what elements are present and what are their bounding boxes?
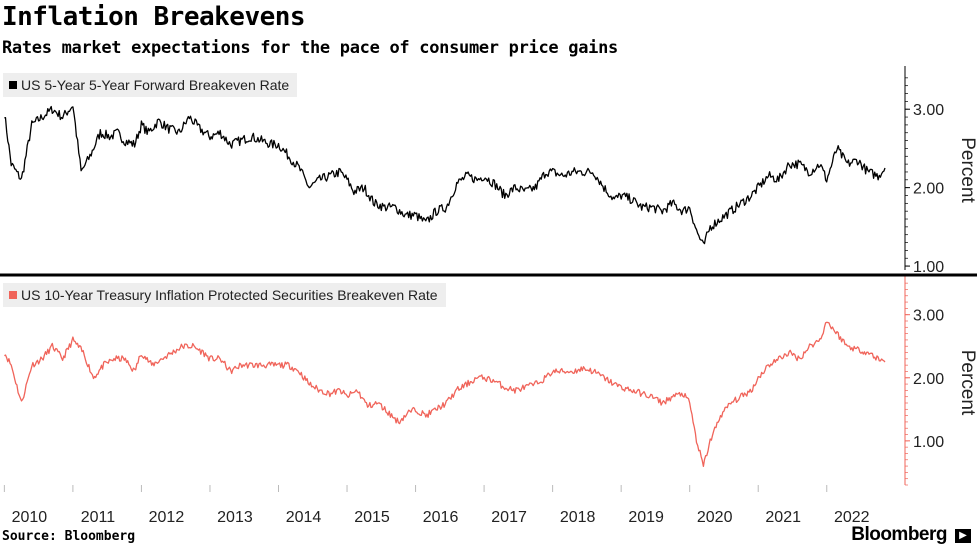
y-tick-label: 2.00 [913,181,944,198]
legend-label-1: US 5-Year 5-Year Forward Breakeven Rate [21,77,290,93]
y-axis-label: Percent [957,350,977,416]
series-line-1 [4,105,886,245]
x-tick-label: 2012 [149,509,185,526]
x-tick-label: 2016 [423,509,459,526]
legend-swatch-2 [9,291,17,300]
y-tick-label: 3.00 [913,102,944,119]
x-tick-label: 2010 [12,509,48,526]
bloomberg-terminal-icon: ▶ [955,529,971,543]
chart-subtitle: Rates market expectations for the pace o… [2,38,618,58]
bloomberg-logo: Bloomberg [851,524,947,545]
legend-label-2: US 10-Year Treasury Inflation Protected … [21,287,438,303]
y-axis-label: Percent [957,137,977,203]
chart-panel-2: 1.00 2.00 3.00 Percent 2010 2011 2012 2013 2014 2… [3,276,977,526]
x-tick-label: 2013 [217,509,253,526]
chart-panel-1: 1.00 2.00 3.00 Percent [4,66,977,276]
y-tick-label: 1.00 [913,434,944,451]
chart-title: Inflation Breakevens [2,2,306,32]
x-tick-label: 2014 [286,509,322,526]
x-tick-label: 2017 [491,509,527,526]
y-tick-label: 3.00 [913,308,944,325]
x-tick-label: 2020 [697,509,733,526]
x-tick-label: 2018 [560,509,596,526]
series-line-2 [4,321,886,468]
x-tick-label: 2019 [628,509,664,526]
source-note: Source: Bloomberg [2,529,136,544]
legend-series-2: US 10-Year Treasury Inflation Protected … [3,283,446,307]
legend-swatch-1 [9,81,17,90]
y-tick-label: 1.00 [913,259,944,276]
x-tick-label: 2022 [834,509,870,526]
legend-series-1: US 5-Year 5-Year Forward Breakeven Rate [3,73,298,97]
x-tick-label: 2011 [81,509,116,526]
y-tick-label: 2.00 [913,371,944,388]
x-tick-label: 2015 [354,509,390,526]
x-tick-label: 2021 [765,509,801,526]
